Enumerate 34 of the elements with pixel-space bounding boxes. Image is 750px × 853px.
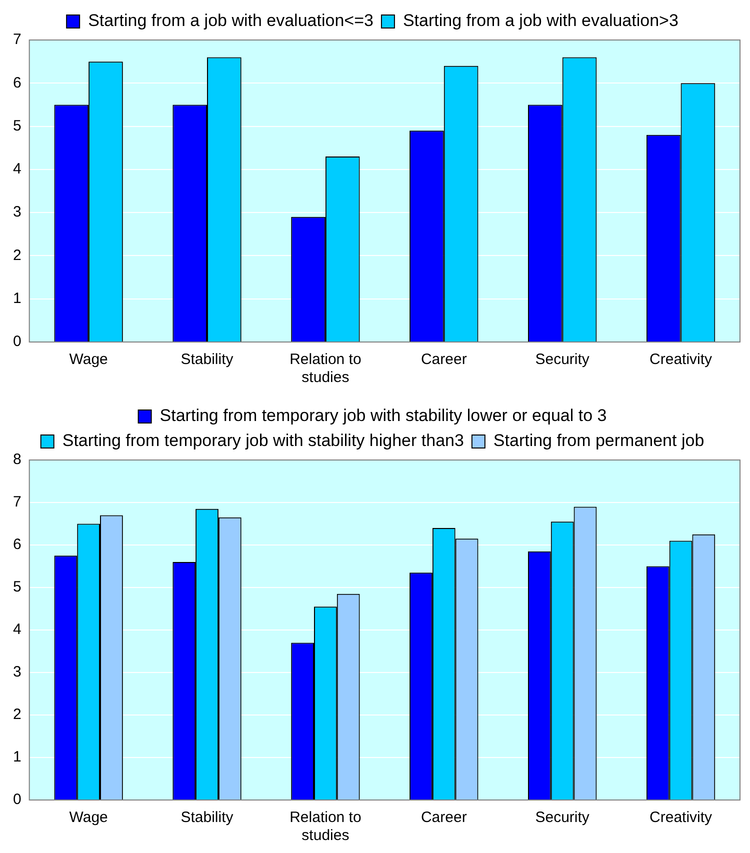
legend-label: Starting from temporary job with stability lower or equal to 3 <box>160 406 607 426</box>
x-tick-label: Relation to studies <box>290 809 362 844</box>
x-tick-label: Creativity <box>650 809 713 826</box>
x-tick-label: Security <box>535 809 590 826</box>
y-tick-label: 0 <box>13 791 22 808</box>
x-tick-label: Wage <box>69 351 108 368</box>
x-tick-label: Wage <box>69 809 108 826</box>
x-tick-label: Career <box>420 351 467 368</box>
x-tick-label: Security <box>535 351 590 368</box>
y-tick-label: 5 <box>13 117 22 134</box>
x-tick-label: Career <box>420 809 467 826</box>
legend-label: Starting from a job with evaluation<=3 <box>88 11 374 30</box>
y-tick-label: 0 <box>13 333 22 350</box>
y-tick-label: 5 <box>13 578 22 596</box>
y-tick-label: 3 <box>13 204 22 221</box>
legend-label: Starting from temporary job with stability higher than3 <box>62 431 464 450</box>
y-tick-label: 7 <box>13 31 22 48</box>
y-tick-label: 4 <box>13 160 22 178</box>
legend-label: Starting from permanent job <box>493 431 704 450</box>
y-tick-label: 3 <box>13 664 22 681</box>
y-tick-label: 6 <box>13 74 22 92</box>
x-tick-label: Creativity <box>650 351 713 368</box>
y-tick-label: 2 <box>13 706 22 724</box>
x-tick-label: Relation to studies <box>290 351 362 386</box>
y-tick-label: 2 <box>13 246 22 264</box>
y-tick-label: 8 <box>13 451 22 468</box>
y-tick-label: 7 <box>13 494 22 511</box>
y-tick-label: 6 <box>13 536 22 554</box>
x-tick-label: Stability <box>180 809 234 826</box>
x-tick-label: Stability <box>180 351 234 368</box>
legend-label: Starting from a job with evaluation>3 <box>402 11 678 30</box>
y-tick-label: 1 <box>13 290 22 307</box>
y-tick-label: 4 <box>13 621 22 638</box>
y-tick-label: 1 <box>13 748 22 766</box>
